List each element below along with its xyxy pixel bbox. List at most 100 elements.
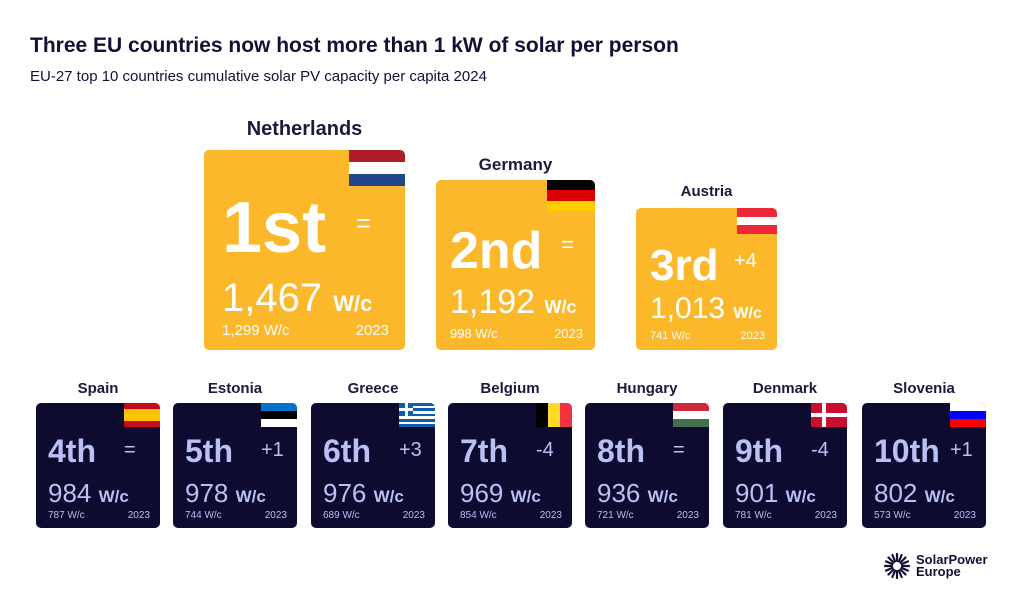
- flag-icon: [673, 403, 709, 427]
- unit: W/c: [544, 297, 577, 317]
- value-group: 969 W/c: [460, 480, 541, 506]
- rank-change: =: [561, 232, 574, 257]
- flag-icon: [124, 403, 160, 427]
- previous-value: 854 W/c: [460, 510, 497, 521]
- capacity-value: 978: [185, 478, 229, 508]
- country-label: Hungary: [616, 380, 678, 397]
- country-card: 7th -4 969 W/c 854 W/c 2023: [448, 403, 572, 528]
- unit: W/c: [733, 305, 762, 322]
- flag-icon: [536, 403, 572, 427]
- rank: 3rd: [650, 241, 719, 290]
- previous-value: 998 W/c: [450, 326, 498, 341]
- country-label: Slovenia: [893, 380, 955, 397]
- rank-change: -4: [536, 439, 554, 461]
- country-label: Austria: [680, 183, 733, 200]
- rank-change: =: [124, 439, 136, 461]
- rank-change: +1: [261, 439, 284, 461]
- country-label: Germany: [478, 155, 553, 174]
- rank: 9th: [735, 433, 783, 469]
- previous-year: 2023: [740, 330, 765, 342]
- capacity-value: 802: [874, 478, 918, 508]
- logo-line-2: Europe: [916, 564, 961, 579]
- value-group: 802 W/c: [874, 480, 955, 506]
- previous-value: 689 W/c: [323, 510, 360, 521]
- capacity-value: 969: [460, 478, 504, 508]
- previous-year: 2023: [127, 510, 150, 521]
- capacity-value: 901: [735, 478, 779, 508]
- previous-year: 2023: [539, 510, 562, 521]
- previous-year: 2023: [676, 510, 699, 521]
- capacity-value: 1,467: [222, 276, 323, 320]
- country-label: Denmark: [752, 380, 818, 397]
- unit: W/c: [333, 291, 373, 316]
- country-card: 3rd +4 1,013 W/c 741 W/c 2023: [636, 208, 777, 350]
- rank: 6th: [323, 433, 371, 469]
- flag-icon: [811, 403, 847, 427]
- rank-change: +4: [734, 250, 757, 272]
- previous-value: 741 W/c: [650, 330, 691, 342]
- flag-icon: [349, 150, 405, 186]
- flag-icon: [737, 208, 777, 235]
- country-card: 9th -4 901 W/c 781 W/c 2023: [723, 403, 847, 528]
- country-label: Netherlands: [246, 118, 363, 140]
- unit: W/c: [373, 487, 404, 506]
- country-label: Spain: [77, 380, 119, 397]
- country-card: 4th = 984 W/c 787 W/c 2023: [36, 403, 160, 528]
- rank: 5th: [185, 433, 233, 469]
- value-group: 978 W/c: [185, 480, 266, 506]
- rank-change: =: [673, 439, 685, 461]
- previous-year: 2023: [402, 510, 425, 521]
- capacity-value: 936: [597, 478, 641, 508]
- country-label: Belgium: [480, 380, 540, 397]
- previous-year: 2023: [355, 322, 389, 339]
- chart-subtitle: EU-27 top 10 countries cumulative solar …: [30, 68, 487, 85]
- rank: 8th: [597, 433, 645, 469]
- value-group: 1,467 W/c: [222, 278, 372, 318]
- unit: W/c: [98, 487, 129, 506]
- country-card: 8th = 936 W/c 721 W/c 2023: [585, 403, 709, 528]
- country-card: 6th +3 976 W/c 689 W/c 2023: [311, 403, 435, 528]
- flag-icon: [950, 403, 986, 427]
- sun-icon: [884, 553, 910, 579]
- country-card: 2nd = 1,192 W/c 998 W/c 2023: [436, 180, 595, 350]
- rank: 2nd: [450, 222, 543, 280]
- capacity-value: 984: [48, 478, 92, 508]
- value-group: 901 W/c: [735, 480, 816, 506]
- value-group: 1,013 W/c: [650, 294, 762, 324]
- unit: W/c: [785, 487, 816, 506]
- previous-value: 721 W/c: [597, 510, 634, 521]
- previous-value: 1,299 W/c: [222, 322, 290, 339]
- previous-year: 2023: [814, 510, 837, 521]
- country-card: 1st = 1,467 W/c 1,299 W/c 2023: [204, 150, 405, 350]
- unit: W/c: [235, 487, 266, 506]
- flag-icon: [399, 403, 435, 428]
- previous-value: 744 W/c: [185, 510, 222, 521]
- country-label: Estonia: [207, 380, 263, 397]
- country-card: 5th +1 978 W/c 744 W/c 2023: [173, 403, 297, 528]
- flag-icon: [547, 180, 595, 211]
- solarpower-europe-logo: SolarPower Europe: [884, 553, 988, 579]
- rank-change: +1: [950, 439, 973, 461]
- unit: W/c: [924, 487, 955, 506]
- rank: 10th: [874, 433, 940, 469]
- unit: W/c: [510, 487, 541, 506]
- rank-change: -4: [811, 439, 829, 461]
- logo-line-1: SolarPower: [916, 552, 988, 567]
- rank: 4th: [48, 433, 96, 469]
- chart-title: Three EU countries now host more than 1 …: [30, 34, 679, 57]
- previous-value: 787 W/c: [48, 510, 85, 521]
- capacity-value: 1,013: [650, 292, 726, 325]
- previous-year: 2023: [264, 510, 287, 521]
- rank-change: =: [356, 208, 372, 238]
- flag-icon: [261, 403, 297, 427]
- previous-year: 2023: [554, 326, 583, 341]
- unit: W/c: [647, 487, 678, 506]
- value-group: 936 W/c: [597, 480, 678, 506]
- previous-value: 781 W/c: [735, 510, 772, 521]
- country-card: 10th +1 802 W/c 573 W/c 2023: [862, 403, 986, 528]
- value-group: 984 W/c: [48, 480, 129, 506]
- previous-value: 573 W/c: [874, 510, 911, 521]
- rank-change: +3: [399, 439, 422, 461]
- rank: 7th: [460, 433, 508, 469]
- capacity-value: 976: [323, 478, 367, 508]
